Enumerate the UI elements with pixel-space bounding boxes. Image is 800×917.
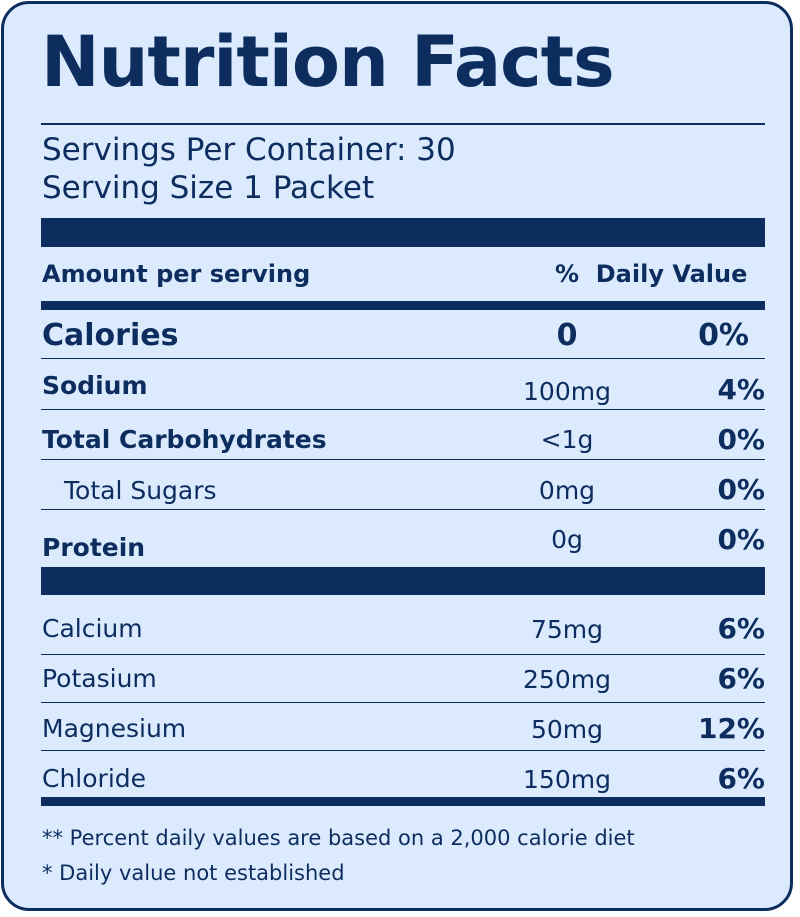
row-divider xyxy=(41,509,765,510)
footnote-daily-values: ** Percent daily values are based on a 2… xyxy=(42,826,635,850)
label-title: Nutrition Facts xyxy=(41,21,615,103)
calories-label: Calories xyxy=(42,318,179,353)
nutrient-percent: 0% xyxy=(717,423,765,456)
serving-size: Serving Size 1 Packet xyxy=(42,170,375,206)
mineral-amount: 250mg xyxy=(523,665,611,694)
title-rule xyxy=(41,123,765,125)
heading-rule xyxy=(41,301,765,310)
nutrient-amount: 0mg xyxy=(538,476,596,505)
daily-value-heading: % Daily Value xyxy=(555,260,748,288)
mineral-percent: 6% xyxy=(717,662,765,695)
row-divider xyxy=(41,654,765,655)
thick-bar-middle xyxy=(41,567,765,595)
row-divider xyxy=(41,750,765,751)
calories-amount: 0 xyxy=(556,318,578,353)
nutrient-percent: 0% xyxy=(717,473,765,506)
nutrient-percent: 4% xyxy=(717,373,765,406)
nutrient-name: Total Sugars xyxy=(64,476,217,505)
nutrient-amount: <1g xyxy=(540,425,594,454)
footnote-not-established: * Daily value not established xyxy=(42,861,345,885)
amount-per-serving-heading: Amount per serving xyxy=(42,260,311,288)
mineral-percent: 6% xyxy=(717,612,765,645)
mineral-amount: 75mg xyxy=(530,615,604,644)
thick-bar-top xyxy=(41,218,765,247)
calories-percent: 0% xyxy=(698,318,749,353)
nutrient-percent: 0% xyxy=(717,523,765,556)
row-divider xyxy=(41,702,765,703)
row-divider xyxy=(41,358,765,359)
mineral-name: Magnesium xyxy=(42,714,187,743)
mineral-percent: 12% xyxy=(697,712,765,745)
row-divider xyxy=(41,409,765,410)
mineral-amount: 150mg xyxy=(523,765,611,794)
nutrient-amount: 100mg xyxy=(523,377,611,406)
nutrient-name: Protein xyxy=(42,533,146,562)
nutrient-name: Sodium xyxy=(42,371,148,400)
mineral-name: Calcium xyxy=(42,614,143,643)
row-divider xyxy=(41,459,765,460)
mineral-name: Chloride xyxy=(42,764,147,793)
nutrient-name: Total Carbohydrates xyxy=(42,425,327,454)
mineral-amount: 50mg xyxy=(530,715,604,744)
bottom-rule xyxy=(41,797,765,806)
mineral-percent: 6% xyxy=(717,762,765,795)
servings-per-container: Servings Per Container: 30 xyxy=(42,132,456,168)
mineral-name: Potasium xyxy=(42,664,157,693)
nutrient-amount: 0g xyxy=(551,525,583,554)
